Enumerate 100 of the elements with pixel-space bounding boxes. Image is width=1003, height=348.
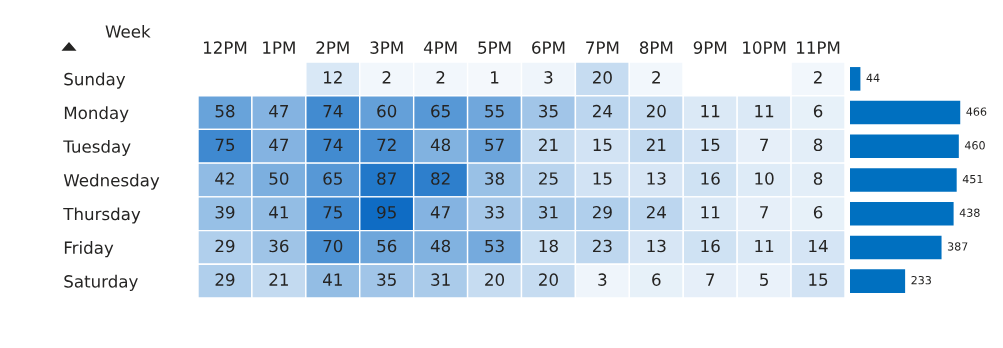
x-tick-label: 10PM (743, 41, 786, 54)
x-tick-label: 6PM (532, 41, 565, 54)
data-label: 11 (755, 239, 774, 253)
data-label: 451 (962, 174, 983, 184)
x-tick-label: 1PM (263, 41, 295, 54)
data-label: 25 (539, 172, 558, 185)
bar (850, 100, 961, 125)
data-label: 50 (269, 172, 289, 185)
data-label: 56 (377, 239, 397, 253)
data-label: 31 (539, 205, 558, 219)
data-label: 35 (539, 104, 558, 118)
data-label: 20 (485, 273, 505, 286)
data-label: 11 (701, 206, 720, 219)
data-label: 11 (701, 105, 720, 118)
bar (850, 235, 942, 260)
data-label: 47 (430, 206, 450, 219)
data-label: 6 (813, 205, 823, 219)
data-label: 15 (701, 138, 720, 152)
data-label: 24 (592, 104, 613, 118)
data-label: 60 (377, 104, 397, 118)
data-label: 16 (701, 239, 720, 253)
data-label: 95 (377, 205, 396, 219)
data-label: 3 (544, 71, 553, 84)
data-label: 8 (813, 138, 823, 152)
data-label: 35 (377, 273, 396, 286)
data-label: 29 (215, 239, 235, 253)
data-label: 16 (701, 172, 720, 185)
x-tick-label: 8PM (639, 41, 673, 54)
data-label: 20 (539, 273, 558, 286)
data-label: 75 (215, 138, 235, 152)
data-label: 8 (813, 172, 823, 185)
data-label: 33 (485, 205, 504, 219)
text: Week (105, 24, 151, 38)
data-label: 57 (485, 138, 504, 152)
data-label: 53 (485, 239, 504, 253)
data-label: 20 (592, 71, 612, 84)
data-label: 2 (813, 71, 822, 84)
bar (850, 168, 957, 192)
data-label: 15 (593, 172, 612, 185)
data-label: 1 (491, 71, 499, 84)
data-label: 18 (539, 239, 558, 253)
data-label: 87 (377, 172, 396, 185)
x-tick-label: 7PM (586, 41, 619, 54)
data-label: 15 (593, 138, 612, 152)
data-label: 2 (382, 71, 391, 84)
y-tick-label: Sunday (64, 72, 126, 89)
data-label: 74 (323, 138, 343, 151)
data-label: 12 (324, 71, 342, 84)
data-label: 72 (377, 138, 396, 151)
data-label: 233 (911, 275, 931, 285)
data-label: 47 (269, 105, 289, 118)
data-label: 65 (431, 104, 450, 118)
bar (850, 269, 906, 293)
data-label: 13 (647, 239, 666, 253)
data-label: 21 (646, 138, 666, 151)
data-label: 6 (813, 104, 823, 118)
data-label: 58 (215, 104, 235, 118)
y-tick-label: Wednesday (63, 173, 160, 190)
data-label: 2 (652, 71, 660, 84)
data-label: 38 (485, 172, 504, 185)
data-label: 13 (647, 172, 666, 185)
y-tick-label: Friday (64, 241, 114, 258)
bar (850, 134, 959, 159)
data-label: 7 (760, 206, 768, 219)
data-label: 466 (966, 107, 987, 116)
data-label: 21 (269, 273, 288, 286)
data-label: 460 (964, 141, 985, 150)
data-label: 48 (430, 239, 451, 253)
data-label: 5 (760, 273, 768, 286)
x-tick-label: 2PM (316, 41, 349, 54)
data-label: 7 (760, 138, 768, 151)
data-label: 10 (755, 172, 774, 185)
x-tick-label: 9PM (693, 41, 727, 54)
data-label: 438 (959, 208, 980, 217)
y-tick-label: Thursday (63, 207, 141, 224)
data-label: 48 (430, 138, 451, 152)
x-tick-label: 11PM (797, 41, 840, 54)
x-tick-label: 12PM (203, 41, 247, 54)
data-label: 41 (269, 206, 288, 219)
y-tick-label: Tuesday (63, 139, 131, 157)
x-tick-label: 5PM (478, 41, 511, 54)
data-label: 82 (431, 172, 450, 185)
data-label: 20 (646, 104, 666, 118)
data-label: 44 (866, 73, 880, 82)
data-label: 31 (431, 273, 450, 286)
bar (850, 67, 861, 91)
data-label: 70 (323, 239, 343, 253)
data-label: 55 (485, 105, 504, 118)
data-label: 6 (652, 273, 661, 286)
data-label: 24 (646, 205, 666, 219)
data-label: 29 (592, 205, 612, 219)
data-label: 75 (323, 206, 342, 219)
y-tick-label: Saturday (64, 274, 138, 291)
x-tick-label: 3PM (370, 41, 403, 54)
data-label: 14 (809, 239, 828, 253)
y-tick-label: Monday (64, 106, 129, 123)
data-label: 36 (269, 239, 289, 253)
data-label: 3 (598, 273, 607, 286)
data-label: 47 (269, 138, 289, 151)
data-label: 21 (539, 138, 558, 151)
